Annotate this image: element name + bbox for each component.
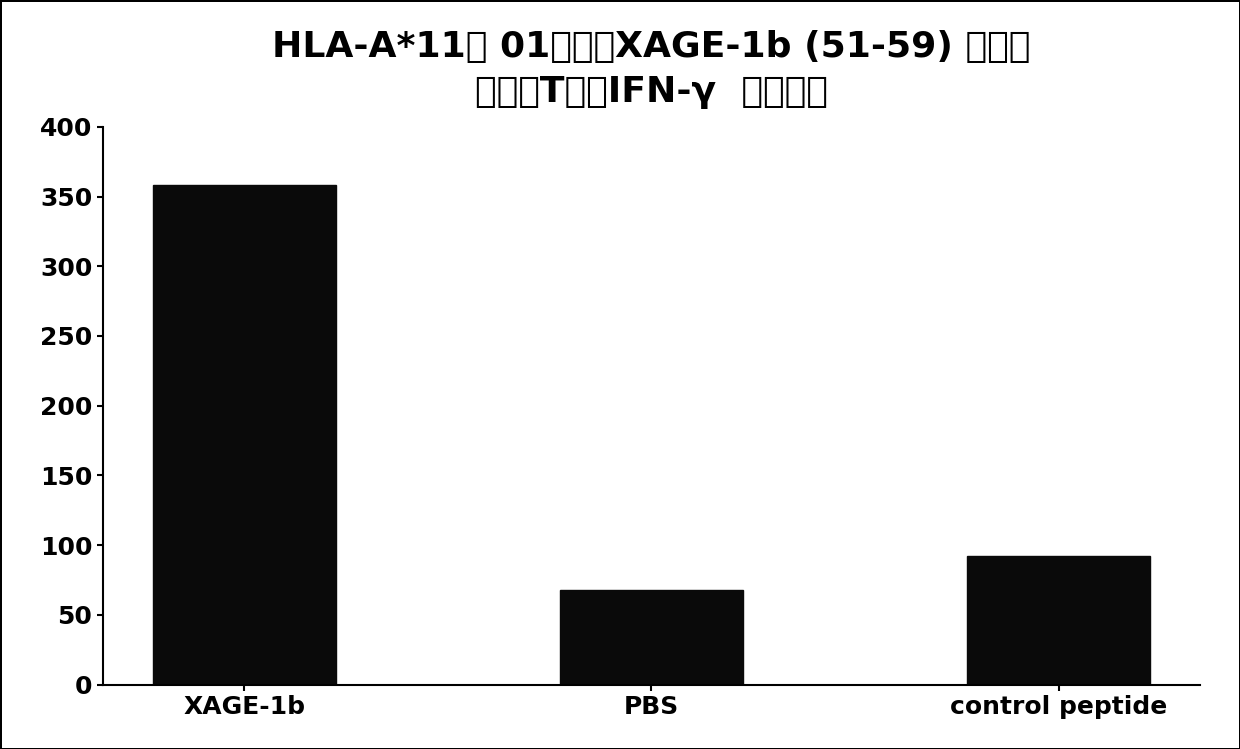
Bar (559, 589, 743, 685)
Bar (153, 185, 336, 685)
Title: HLA-A*11： 01限制性XAGE-1b (51-59) 特异性
细胞毒T细胦IFN-γ  分泌试验: HLA-A*11： 01限制性XAGE-1b (51-59) 特异性 细胞毒T细… (273, 30, 1030, 109)
Bar (967, 557, 1151, 685)
